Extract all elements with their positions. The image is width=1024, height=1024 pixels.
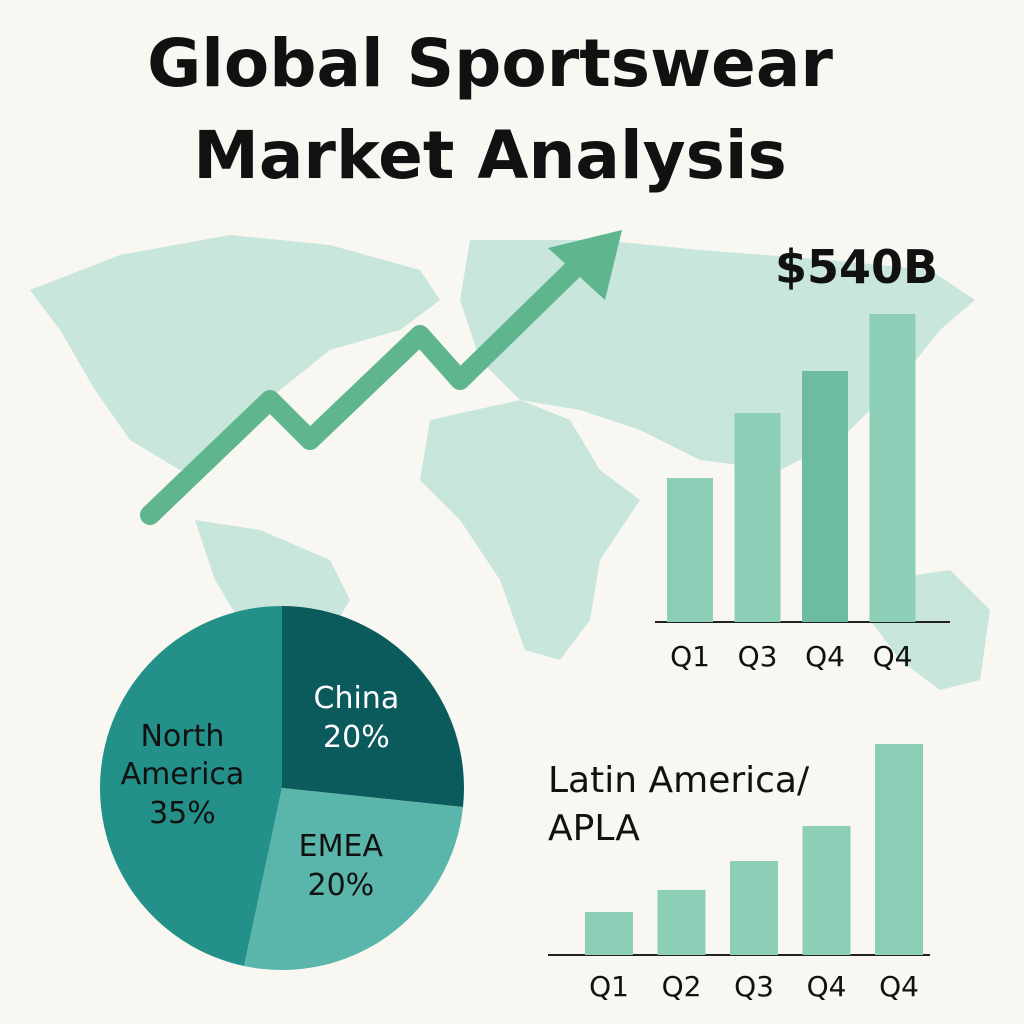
annotation: $540B: [775, 240, 939, 294]
slice-value: 20%: [323, 720, 390, 756]
bar: [657, 890, 706, 955]
slice-label: EMEA: [298, 828, 383, 864]
pie-slice: [99, 606, 282, 967]
x-tick-label: Q3: [738, 640, 778, 673]
slice-label: China: [313, 681, 400, 717]
title: Global Sportswear Market Analysis: [147, 25, 833, 194]
bar: [667, 478, 713, 622]
x-tick-label: Q4: [879, 970, 919, 1003]
bar: [802, 826, 851, 955]
x-tick-label: Q1: [670, 640, 710, 673]
bar: [730, 861, 778, 955]
x-tick-label: Q3: [734, 970, 774, 1003]
x-tick-label: Q4: [805, 640, 845, 673]
chart-title: Latin America/: [548, 760, 810, 801]
slice-value: 20%: [307, 867, 375, 903]
x-tick-label: Q2: [662, 970, 702, 1003]
slice-label: North America: [120, 718, 245, 792]
bar: [585, 912, 633, 955]
pie-slice: [244, 788, 464, 970]
trend-arrow: [140, 248, 595, 525]
x-tick-label: Q4: [873, 640, 913, 673]
bar: [869, 314, 916, 622]
arrow-head: [548, 230, 622, 300]
bar: [875, 744, 923, 955]
chart-title: APLA: [548, 808, 640, 849]
x-tick-label: Q1: [589, 970, 629, 1003]
pie-slice: [282, 606, 464, 808]
x-tick-label: Q4: [807, 970, 847, 1003]
slice-value: 35%: [149, 795, 216, 831]
bar: [734, 413, 781, 622]
bar: [802, 371, 848, 622]
